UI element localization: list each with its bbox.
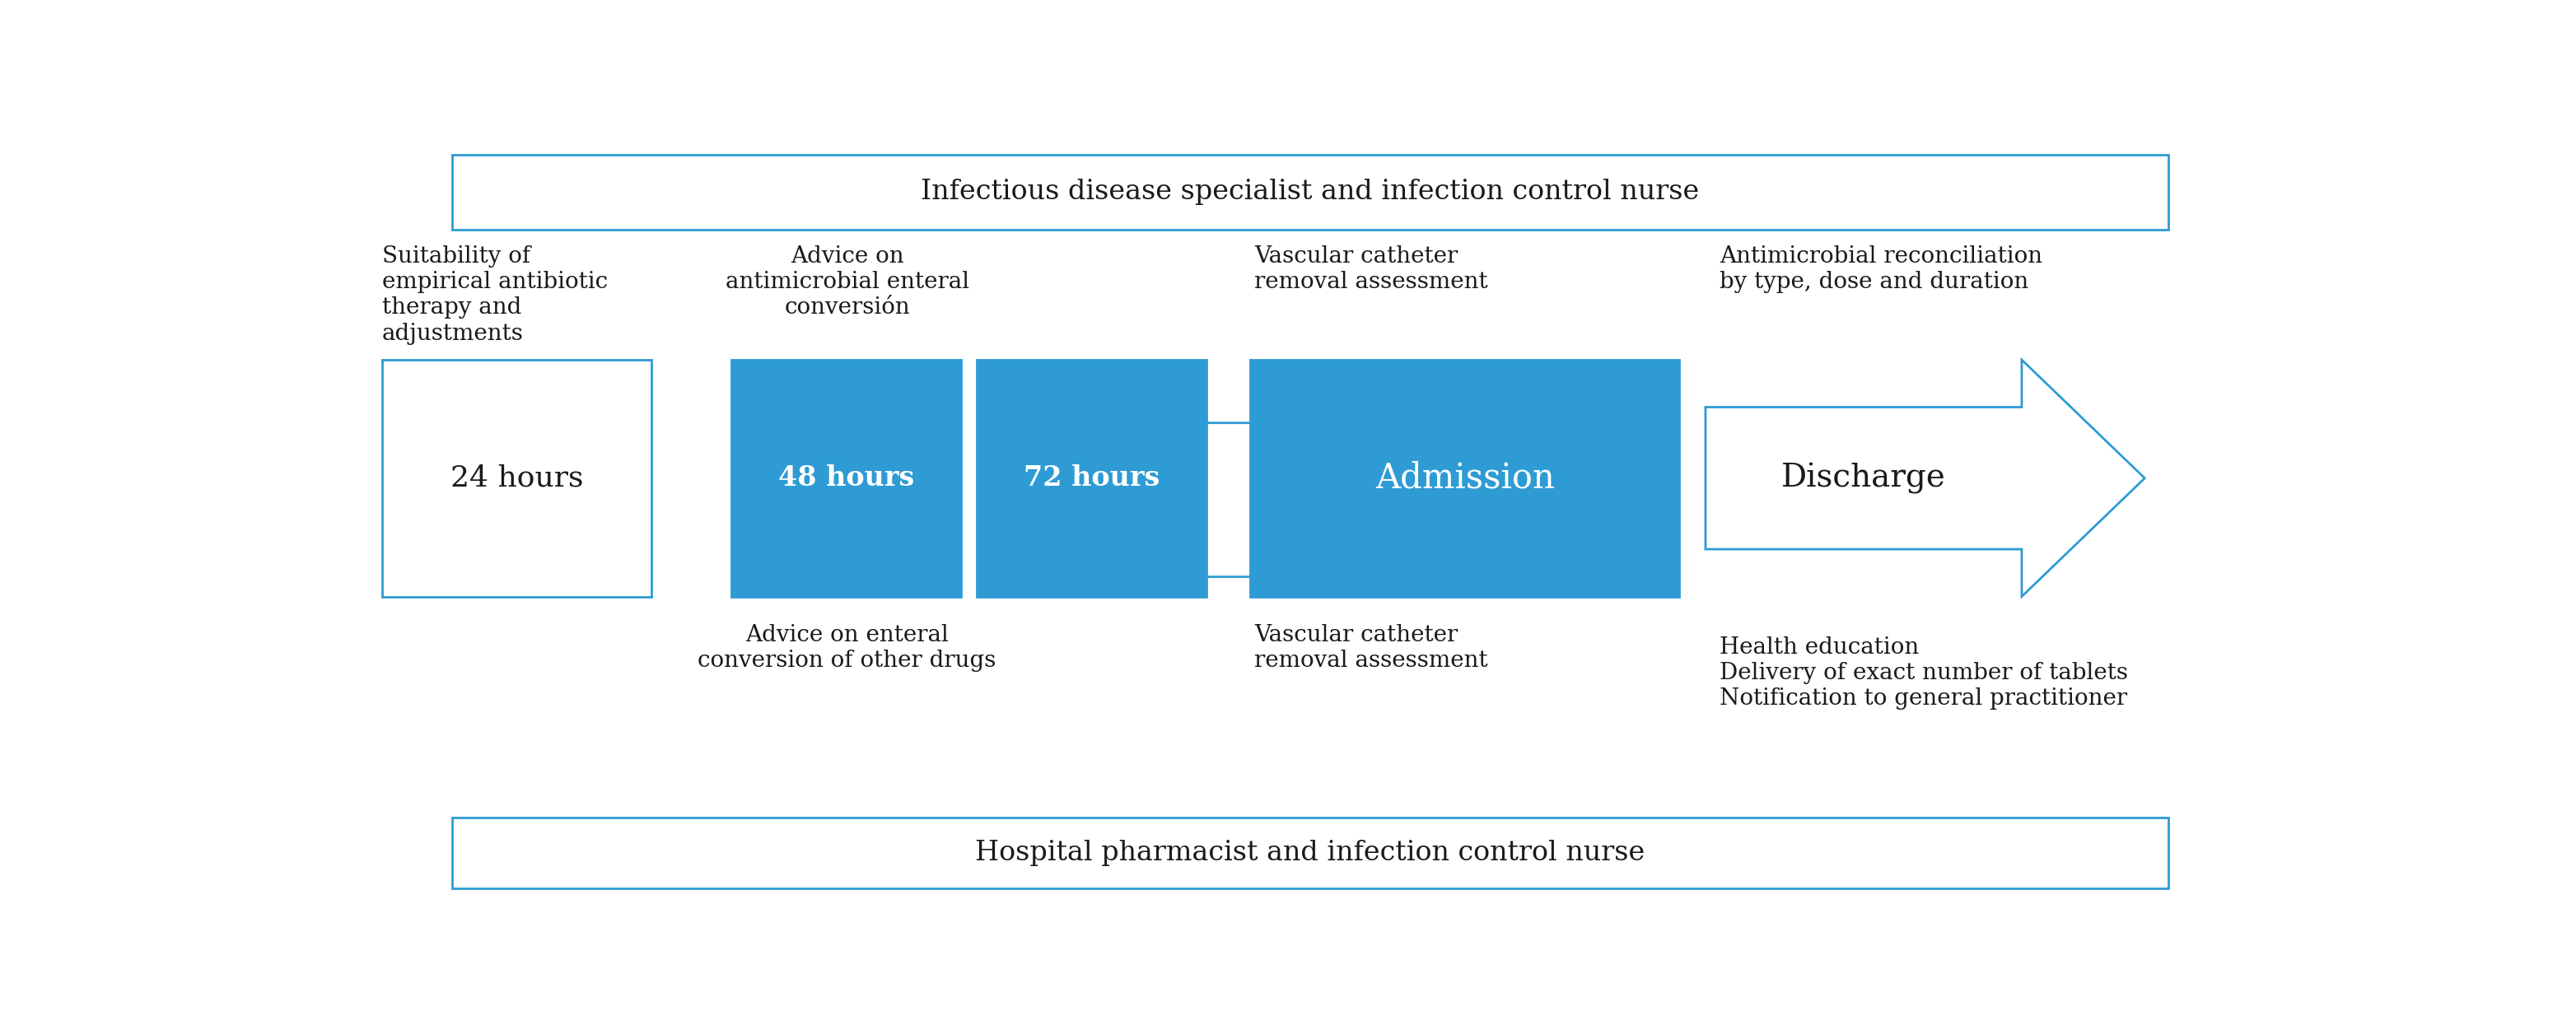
- Text: Infectious disease specialist and infection control nurse: Infectious disease specialist and infect…: [922, 179, 1700, 205]
- FancyBboxPatch shape: [451, 155, 2169, 230]
- Text: Admission: Admission: [1376, 461, 1556, 495]
- Text: Discharge: Discharge: [1783, 462, 1945, 494]
- Text: Suitability of
empirical antibiotic
therapy and
adjustments: Suitability of empirical antibiotic ther…: [381, 245, 608, 344]
- Text: 48 hours: 48 hours: [778, 464, 914, 492]
- Text: Advice on
antimicrobial enteral
conversión: Advice on antimicrobial enteral conversi…: [724, 245, 969, 319]
- Text: Hospital pharmacist and infection control nurse: Hospital pharmacist and infection contro…: [976, 839, 1646, 866]
- Polygon shape: [1705, 360, 2146, 597]
- FancyBboxPatch shape: [381, 360, 652, 597]
- Text: 24 hours: 24 hours: [451, 464, 582, 492]
- FancyBboxPatch shape: [451, 818, 2169, 889]
- Text: Antimicrobial reconciliation
by type, dose and duration: Antimicrobial reconciliation by type, do…: [1721, 245, 2043, 293]
- Text: Advice on enteral
conversion of other drugs: Advice on enteral conversion of other dr…: [698, 624, 997, 672]
- Text: Vascular catheter
removal assessment: Vascular catheter removal assessment: [1255, 624, 1489, 672]
- FancyBboxPatch shape: [1249, 360, 1680, 597]
- FancyBboxPatch shape: [732, 360, 961, 597]
- Text: 72 hours: 72 hours: [1023, 464, 1159, 492]
- Text: Health education
Delivery of exact number of tablets
Notification to general pra: Health education Delivery of exact numbe…: [1721, 636, 2128, 709]
- FancyBboxPatch shape: [976, 360, 1206, 597]
- Text: Vascular catheter
removal assessment: Vascular catheter removal assessment: [1255, 245, 1489, 293]
